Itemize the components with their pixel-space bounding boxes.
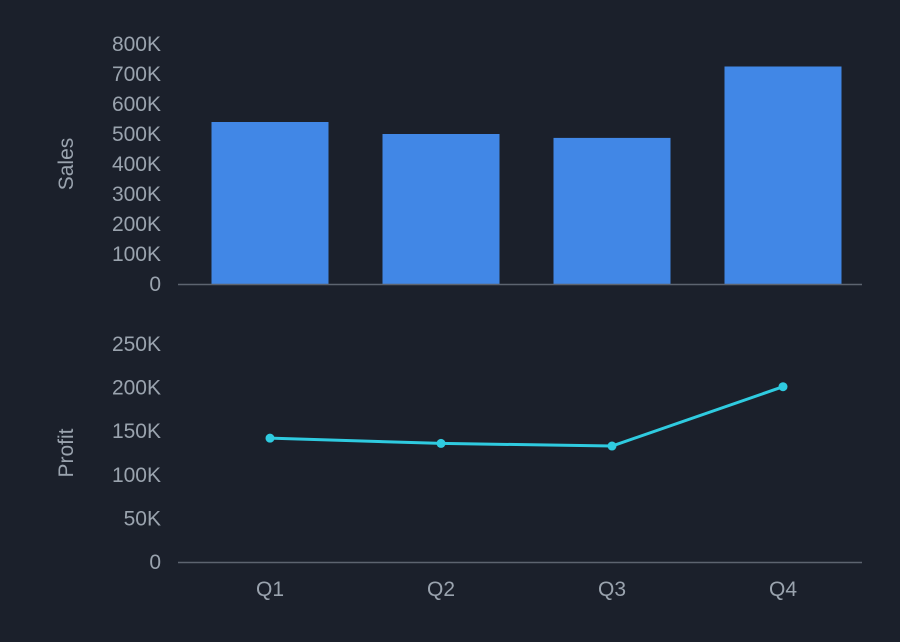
- sales-bar-q1: [211, 122, 329, 284]
- x-tick-label: Q3: [598, 578, 626, 601]
- sales-y-tick-label: 800K: [112, 33, 161, 56]
- profit-y-tick-label: 100K: [112, 464, 161, 487]
- profit-panel: 0 50K 100K 150K 200K 250K Profit Q1 Q2 Q3 Q4: [55, 333, 862, 601]
- profit-y-tick-label: 250K: [112, 333, 161, 356]
- profit-point-q3: [607, 441, 617, 451]
- x-tick-label: Q2: [427, 578, 455, 601]
- x-tick-label: Q4: [769, 578, 797, 601]
- profit-y-axis-title: Profit: [55, 428, 78, 477]
- sales-bar-q2: [382, 134, 500, 284]
- profit-y-tick-label: 0: [149, 551, 161, 574]
- sales-y-tick-label: 500K: [112, 123, 161, 146]
- sales-panel: 0 100K 200K 300K 400K 500K 600K 700K 800K Sales: [55, 33, 862, 296]
- sales-bar-q3: [553, 137, 671, 284]
- profit-series-line: [268, 385, 785, 448]
- x-tick-label: Q1: [256, 578, 284, 601]
- sales-bar-q4: [724, 66, 842, 284]
- sales-y-tick-label: 700K: [112, 63, 161, 86]
- profit-y-tick-label: 50K: [124, 507, 161, 530]
- sales-y-tick-label: 200K: [112, 213, 161, 236]
- sales-y-axis-title: Sales: [55, 138, 78, 191]
- profit-y-tick-label: 150K: [112, 420, 161, 443]
- profit-point-q4: [778, 382, 788, 392]
- sales-y-tick-label: 300K: [112, 183, 161, 206]
- sales-y-tick-label: 600K: [112, 93, 161, 116]
- sales-y-tick-label: 100K: [112, 243, 161, 266]
- profit-point-q2: [436, 438, 446, 448]
- profit-y-tick-label: 200K: [112, 377, 161, 400]
- sales-y-tick-label: 400K: [112, 153, 161, 176]
- profit-point-q1: [265, 433, 275, 443]
- sales-y-tick-label: 0: [149, 273, 161, 296]
